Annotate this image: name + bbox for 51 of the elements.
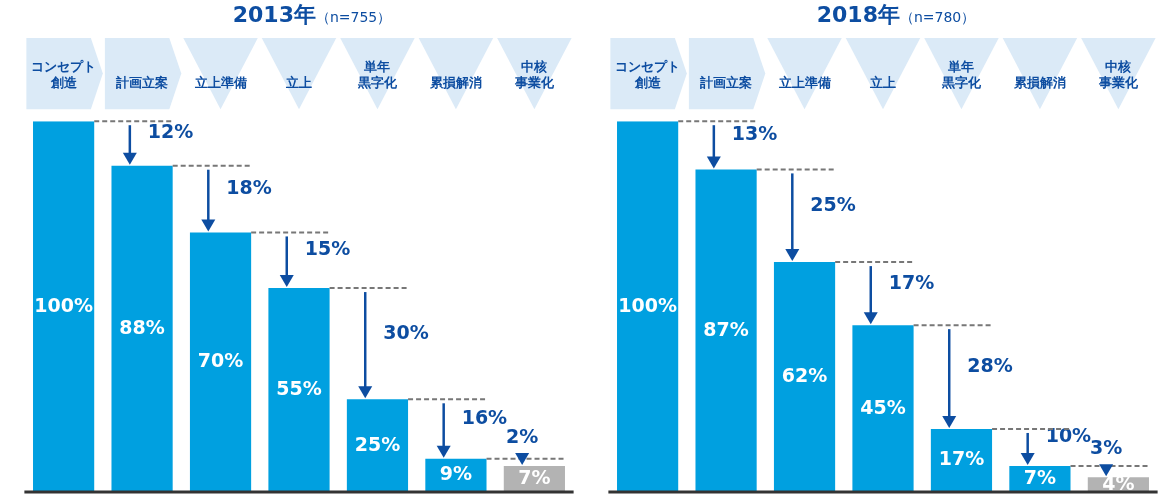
x-tick-label: 立上準備 [193, 74, 247, 90]
annotation: 3% [1090, 436, 1123, 459]
annotation: 12% [147, 120, 194, 143]
x-tick-label: 立上準備 [777, 74, 831, 90]
data-label: 7% [518, 465, 551, 488]
annotation: 2% [506, 424, 539, 447]
x-tick-label: 中核事業化 [513, 59, 555, 90]
x-tick-label: 計画立案 [115, 74, 169, 90]
data-label: 17% [938, 447, 985, 470]
x-tick-label: 計画立案 [699, 74, 753, 90]
data-label: 88% [119, 315, 165, 338]
bar [111, 165, 173, 492]
bar [33, 121, 95, 492]
data-label: 25% [354, 432, 401, 455]
annotation: 30% [383, 320, 429, 343]
x-tick-label: 立上 [285, 74, 312, 90]
annotation: 28% [967, 353, 1013, 376]
data-label: 100% [618, 293, 677, 316]
data-label: 62% [781, 363, 828, 386]
annotation: 18% [226, 176, 272, 199]
chart-title: 2013年 [232, 2, 316, 27]
chart-subtitle: （n=780） [899, 9, 976, 25]
annotation: 13% [731, 122, 778, 145]
bar [189, 232, 252, 492]
x-tick-label: コンセプト創造 [615, 59, 681, 90]
data-label: 70% [197, 349, 244, 372]
annotation: 15% [304, 237, 351, 260]
annotation: 16% [461, 405, 508, 428]
x-tick-label: コンセプト創造 [31, 59, 97, 90]
x-tick-label: 累損解消 [428, 74, 482, 90]
x-tick-label: 累損解消 [1012, 74, 1066, 90]
bar [695, 169, 757, 492]
bar [268, 288, 330, 492]
data-label: 87% [703, 317, 749, 340]
x-tick-label: 単年黒字化 [940, 59, 982, 90]
data-label: 7% [1023, 465, 1057, 488]
data-label: 55% [276, 376, 322, 399]
data-label: 9% [439, 462, 473, 485]
chart-subtitle: （n=755） [315, 9, 392, 25]
bar [346, 399, 409, 492]
chart-title: 2018年 [816, 2, 900, 27]
x-tick-label: 単年黒字化 [356, 59, 398, 90]
annotation: 25% [810, 192, 856, 215]
data-label: 100% [34, 293, 93, 316]
annotation: 17% [888, 270, 935, 293]
bar [773, 262, 836, 492]
x-tick-label: 中核事業化 [1097, 59, 1139, 90]
bar [617, 121, 679, 492]
data-label: 45% [860, 395, 906, 418]
x-tick-label: 立上 [869, 74, 896, 90]
bar [852, 325, 914, 492]
